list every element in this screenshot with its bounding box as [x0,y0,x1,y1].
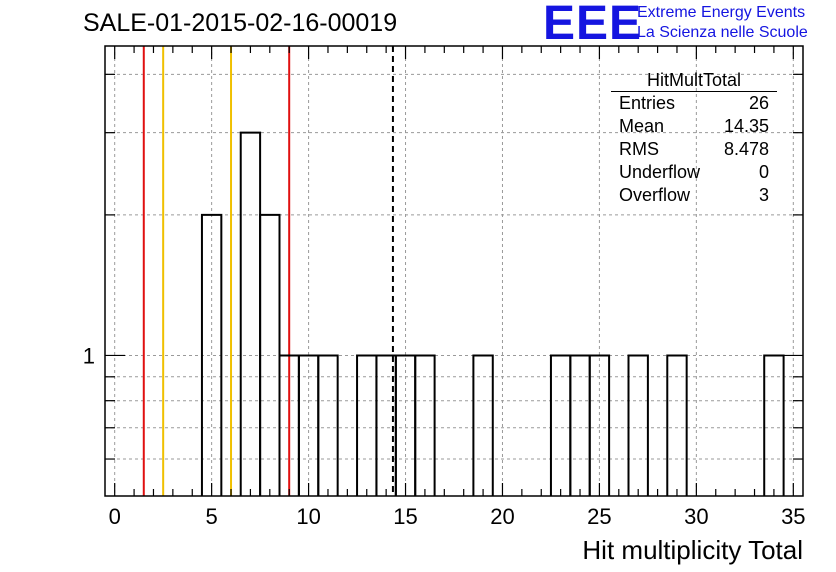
stats-title: HitMultTotal [611,70,777,92]
eee-logo-mark: EEE [543,0,643,50]
logo-line-1: Extreme Energy Events [637,4,806,21]
x-tick-label: 30 [684,504,708,529]
histogram-bar [666,354,688,496]
x-axis-label: Hit multiplicity Total [582,535,803,565]
histogram-bar [317,354,339,496]
stats-label: Underflow [619,162,701,182]
x-tick-label: 20 [490,504,514,529]
logo-line-2: La Scienza nelle Scuole [637,24,808,41]
histogram-bar [414,354,436,496]
axis-ticks [105,46,803,496]
stats-value: 0 [758,162,769,182]
stats-value: 26 [748,93,769,113]
eee-logo: EEE Extreme Energy Events La Scienza nel… [543,0,833,50]
stats-label: Entries [619,93,676,113]
x-tick-labels: 0 5 10 15 20 25 30 35 [109,504,806,529]
stats-value: 14.35 [723,116,769,136]
chart-title: SALE-01-2015-02-16-00019 [83,9,398,37]
y-tick-label: 1 [83,343,95,368]
stats-box: HitMultTotal Entries 26 Mean 14.35 RMS 8… [611,70,777,207]
histogram-bar [472,354,494,496]
histogram-bars [200,131,785,496]
histogram-bar [627,354,649,496]
histogram-bar [588,354,611,496]
stats-label: RMS [619,139,659,159]
histogram-bar [239,131,262,496]
x-tick-label: 15 [393,504,417,529]
stats-row-overflow: Overflow 3 [611,184,777,207]
stats-row-underflow: Underflow 0 [611,161,777,184]
histogram-bar [200,213,223,496]
stats-value: 3 [758,185,769,205]
stats-row-entries: Entries 26 [611,92,777,115]
x-tick-label: 35 [781,504,805,529]
stats-row-mean: Mean 14.35 [611,115,777,138]
histogram-bar [763,354,785,496]
stats-value: 8.478 [723,139,769,159]
x-tick-label: 10 [296,504,320,529]
y-tick-labels: 1 [83,343,95,368]
stats-row-rms: RMS 8.478 [611,138,777,161]
stats-label: Mean [619,116,665,136]
x-tick-label: 5 [206,504,218,529]
x-tick-label: 0 [109,504,121,529]
plot-frame [104,45,804,497]
stats-label: Overflow [619,185,691,205]
marker-lines [142,46,394,496]
x-tick-label: 25 [587,504,611,529]
